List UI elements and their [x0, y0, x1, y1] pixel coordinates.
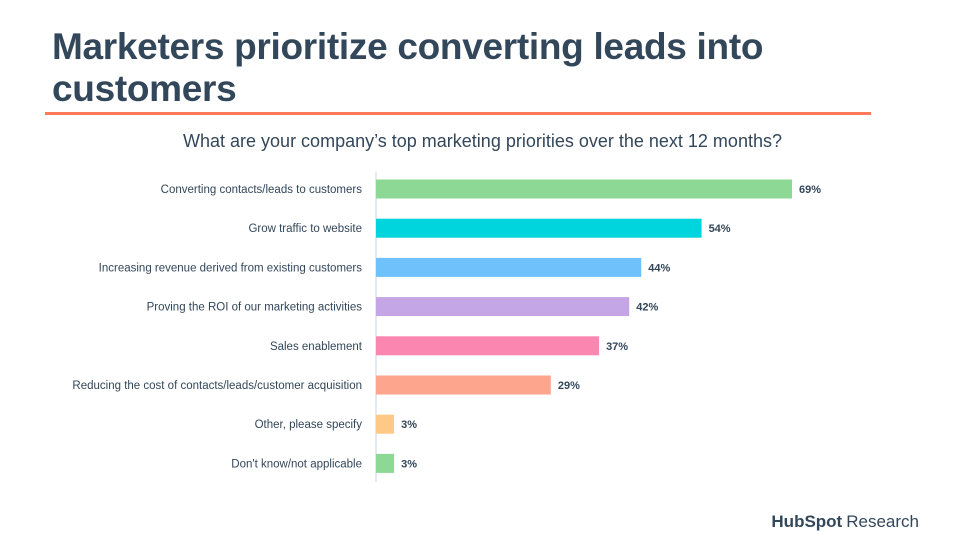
value-label: 44% [648, 262, 670, 274]
value-label: 54% [709, 223, 731, 235]
logo-suffix: Research [846, 512, 919, 531]
bar [376, 414, 395, 434]
category-label: Other, please specify [255, 419, 363, 431]
bar [376, 453, 395, 473]
logo-brand: HubSpot [771, 512, 843, 531]
bar [376, 375, 551, 395]
category-label: Increasing revenue derived from existing… [99, 262, 363, 274]
value-label: 3% [401, 419, 417, 431]
category-label: Grow traffic to website [248, 223, 362, 235]
value-label: 37% [606, 341, 628, 353]
bar [376, 336, 600, 356]
value-label: 3% [401, 458, 417, 470]
value-label: 29% [558, 380, 580, 392]
category-label: Don't know/not applicable [231, 458, 362, 470]
category-label: Sales enablement [270, 341, 363, 353]
category-label: Converting contacts/leads to customers [161, 184, 363, 196]
chart-title: What are your company’s top marketing pr… [183, 131, 782, 151]
value-label: 42% [636, 302, 658, 314]
bar [376, 218, 702, 238]
title-divider [45, 112, 871, 115]
page-title: Marketers prioritize converting leads in… [52, 26, 764, 109]
hubspot-research-logo: HubSpot Research [771, 512, 919, 532]
value-label: 69% [799, 184, 821, 196]
bar [376, 179, 792, 199]
category-label: Reducing the cost of contacts/leads/cust… [72, 380, 362, 392]
category-label: Proving the ROI of our marketing activit… [147, 302, 363, 314]
bar [376, 257, 642, 277]
bar [376, 297, 630, 317]
